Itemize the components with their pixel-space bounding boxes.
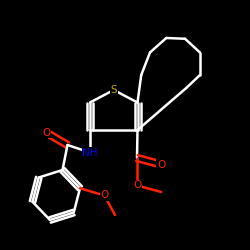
Text: O: O [133, 180, 141, 190]
Text: O: O [100, 190, 108, 200]
Text: NH: NH [82, 148, 98, 158]
Text: S: S [110, 85, 117, 95]
Text: O: O [157, 160, 166, 170]
Text: O: O [42, 128, 50, 138]
